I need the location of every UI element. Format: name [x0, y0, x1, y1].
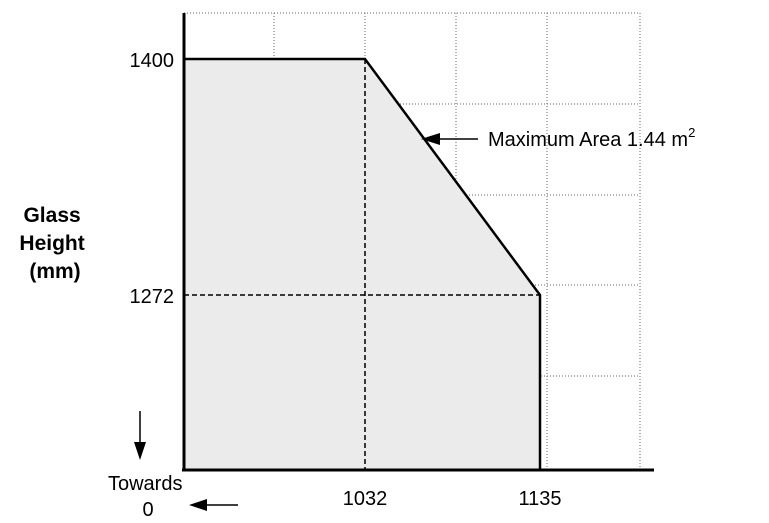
- origin-label-line: Towards: [108, 473, 182, 495]
- left-arrowhead: [189, 499, 207, 511]
- y-tick-label: 1400: [130, 50, 175, 72]
- origin-label-line: 0: [142, 499, 153, 521]
- annotation-arrowhead: [421, 133, 440, 145]
- reference-lines: [184, 59, 540, 470]
- down-arrowhead: [134, 442, 146, 460]
- origin-indicator: Towards 0: [108, 411, 238, 521]
- x-tick-label: 1135: [518, 488, 561, 510]
- maximum-area-boundary: [184, 57, 542, 470]
- origin-label: Towards 0: [108, 473, 188, 521]
- allowable-area-fill: [184, 59, 540, 470]
- y-axis-title: Glass Height (mm): [19, 204, 90, 283]
- x-tick-label: 1032: [343, 488, 388, 510]
- annotation-text: Maximum Area 1.44 m: [488, 129, 688, 151]
- maximum-area-annotation: Maximum Area 1.44 m2: [421, 125, 695, 151]
- y-axis-title-line: Height: [19, 232, 84, 255]
- y-axis-title-line: Glass: [23, 204, 80, 227]
- y-axis-title-line: (mm): [29, 260, 80, 283]
- y-tick-label: 1272: [130, 286, 175, 308]
- annotation-label: Maximum Area 1.44 m2: [488, 125, 695, 151]
- annotation-superscript: 2: [688, 125, 695, 140]
